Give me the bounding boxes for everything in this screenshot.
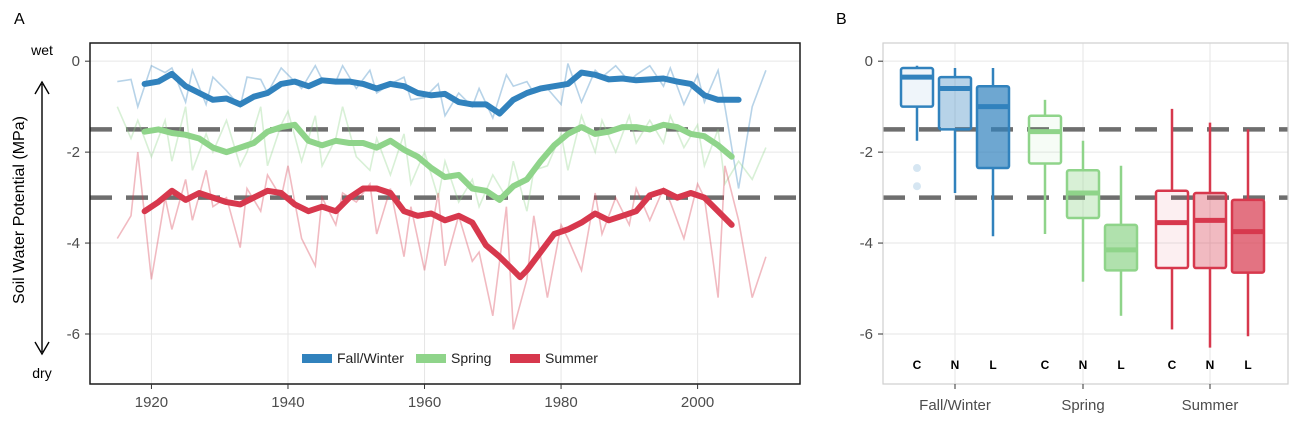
group-label: L xyxy=(1244,358,1251,372)
box-fall-winter-n: N xyxy=(937,68,973,372)
panel-a-gridlines xyxy=(90,43,800,384)
dry-label: dry xyxy=(32,365,51,381)
group-label: C xyxy=(1168,358,1177,372)
panel-a-line-chart: 0 -2 -4 -6 1920 1940 1960 1980 2000 Fall/Winter S… xyxy=(67,42,801,411)
y-tick-label: 0 xyxy=(72,53,80,70)
box-outline xyxy=(975,84,1011,170)
box-spring-l: L xyxy=(1103,165,1139,372)
panel-b-gridlines xyxy=(883,43,1288,384)
box-fill xyxy=(901,68,933,107)
y-axis-title: Soil Water Potential (MPa) xyxy=(11,116,28,304)
legend-label: Fall/Winter xyxy=(337,350,404,366)
y-tick-label: -2 xyxy=(67,144,80,161)
y-tick-label: -4 xyxy=(860,235,873,252)
box-spring-c: C xyxy=(1027,99,1063,372)
x-tick-label: 1980 xyxy=(544,394,577,411)
panel-b-threshold-lines xyxy=(883,127,1288,200)
x-tick-label: 2000 xyxy=(681,394,714,411)
box-fill xyxy=(1156,190,1188,269)
box-spring-n: N xyxy=(1065,140,1101,372)
smoothed-series-line xyxy=(141,185,735,281)
box-summer-n: N xyxy=(1192,122,1228,372)
x-category-label: Summer xyxy=(1182,397,1239,414)
outlier-point xyxy=(913,164,921,173)
box-fill xyxy=(977,86,1009,169)
panel-a-smoothed-series xyxy=(141,69,742,281)
legend: Fall/Winter Spring Summer xyxy=(302,350,598,366)
y-tick-label: -4 xyxy=(67,235,80,252)
box-outline xyxy=(1192,191,1228,270)
panel-a-frame xyxy=(89,42,801,385)
arrow-down-icon xyxy=(34,341,50,356)
legend-label: Spring xyxy=(451,350,491,366)
wet-label: wet xyxy=(30,42,53,58)
arrow-up-icon xyxy=(34,80,50,95)
group-label: N xyxy=(1206,358,1215,372)
box-fill xyxy=(1029,115,1061,164)
x-tick-label: 1940 xyxy=(271,394,304,411)
box-summer-l: L xyxy=(1230,129,1266,372)
raw-series-line xyxy=(117,63,767,189)
x-tick-label: 1920 xyxy=(135,394,168,411)
group-label: N xyxy=(951,358,960,372)
box-outline xyxy=(1027,114,1063,165)
legend-label: Summer xyxy=(545,350,598,366)
panel-a-label: A xyxy=(14,11,25,28)
box-fill xyxy=(939,77,971,130)
box-summer-c: C xyxy=(1154,108,1190,372)
y-tick-label: -2 xyxy=(860,144,873,161)
legend-swatch xyxy=(302,354,332,363)
y-tick-label: 0 xyxy=(865,53,873,70)
box-outline xyxy=(1230,198,1266,274)
group-label: N xyxy=(1079,358,1088,372)
smoothed-series-line xyxy=(141,121,735,203)
panel-b-frame xyxy=(882,42,1289,385)
box-fill xyxy=(1194,193,1226,269)
x-tick-label: 1960 xyxy=(408,394,441,411)
panel-a-ticks: 0 -2 -4 -6 1920 1940 1960 1980 2000 xyxy=(67,53,715,411)
box-outline xyxy=(1154,189,1190,270)
panel-b-box-plot: C N L C N L C N L 0 -2 -4 -6 Fall/Winter Spring Summer xyxy=(860,42,1289,414)
x-category-label: Spring xyxy=(1061,397,1104,414)
legend-swatch xyxy=(416,354,446,363)
panel-b-label: B xyxy=(836,11,847,28)
box-outline xyxy=(937,75,973,131)
group-label: L xyxy=(989,358,996,372)
box-fall-winter-l: L xyxy=(975,68,1011,372)
panel-b-ticks: 0 -2 -4 -6 Fall/Winter Spring Summer xyxy=(860,53,1239,414)
group-label: L xyxy=(1117,358,1124,372)
box-outline xyxy=(899,66,935,108)
box-fill xyxy=(1232,199,1264,273)
outlier-point xyxy=(913,182,921,191)
y-axis-direction-indicator: wet dry Soil Water Potential (MPa) xyxy=(11,42,53,381)
group-label: C xyxy=(1041,358,1050,372)
y-tick-label: -6 xyxy=(860,326,873,343)
smoothed-series-line xyxy=(141,69,742,117)
x-category-label: Fall/Winter xyxy=(919,397,991,414)
group-label: C xyxy=(913,358,922,372)
y-tick-label: -6 xyxy=(67,326,80,343)
box-fall-winter-c: C xyxy=(899,65,935,372)
legend-swatch xyxy=(510,354,540,363)
